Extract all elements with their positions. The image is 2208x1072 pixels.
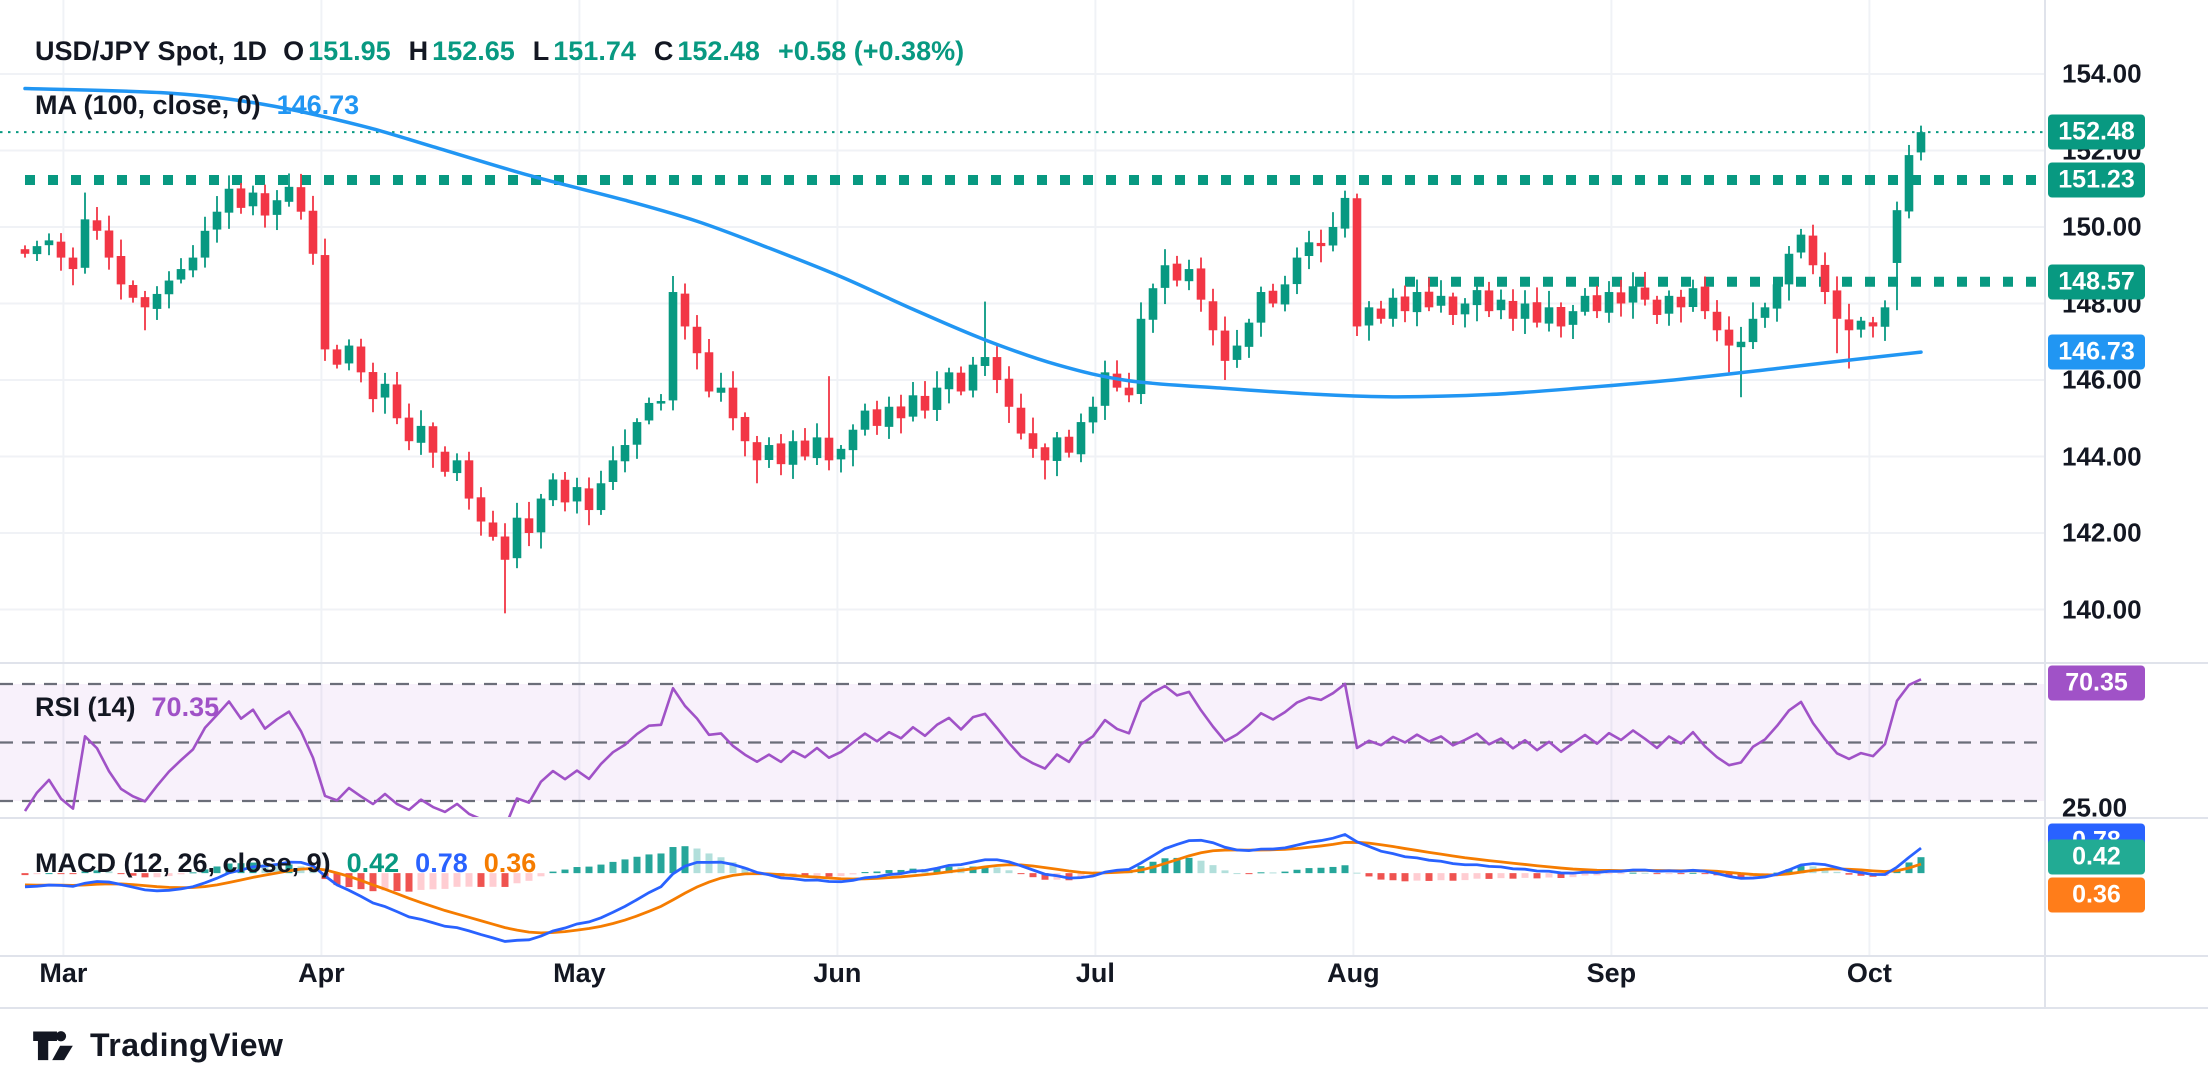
tradingview-chart-app: USD/JPY Spot, 1D O 151.95 H 152.65 L 151.74… — [0, 0, 2208, 1072]
tradingview-logo-text: TradingView — [90, 1027, 283, 1064]
price-badge-148.57: 148.57 — [2048, 264, 2145, 299]
open-value: 151.95 — [308, 36, 391, 67]
macd-legend-row: MACD (12, 26, close, 9) 0.42 0.78 0.36 — [35, 848, 536, 879]
high-value: 152.65 — [432, 36, 515, 67]
macd-study-label: MACD (12, 26, close, 9) — [35, 848, 331, 879]
candles-group — [21, 126, 1926, 614]
time-axis-label-apr: Apr — [298, 958, 345, 989]
symbol-title: USD/JPY Spot, 1D — [35, 36, 267, 67]
symbol-legend-row: USD/JPY Spot, 1D O 151.95 H 152.65 L 151.74… — [35, 36, 964, 67]
macd-signal-value: 0.36 — [484, 848, 537, 879]
high-prefix: H — [409, 36, 429, 67]
chart-canvas[interactable] — [0, 0, 2208, 1072]
rsi-axis-label-25: 25.00 — [2062, 793, 2127, 824]
low-prefix: L — [533, 36, 550, 67]
macd-badge-0.36: 0.36 — [2048, 878, 2145, 913]
macd-hist-value: 0.42 — [347, 848, 400, 879]
ma-legend-row: MA (100, close, 0) 146.73 — [35, 90, 359, 121]
tradingview-logo-icon — [30, 1022, 76, 1068]
time-axis-label-mar: Mar — [39, 958, 87, 989]
change-value: +0.58 (+0.38%) — [778, 36, 964, 67]
ma-study-value: 146.73 — [277, 90, 360, 121]
time-axis-label-sep: Sep — [1587, 958, 1637, 989]
time-axis-label-oct: Oct — [1847, 958, 1892, 989]
price-badge-151.23: 151.23 — [2048, 162, 2145, 197]
price-badge-152.48: 152.48 — [2048, 115, 2145, 150]
grid-lines — [0, 0, 2045, 956]
price-axis-label-142: 142.00 — [2062, 518, 2142, 549]
price-axis-label-154: 154.00 — [2062, 59, 2142, 90]
rsi-badge: 70.35 — [2048, 665, 2145, 700]
time-axis-label-aug: Aug — [1327, 958, 1379, 989]
price-axis-label-144: 144.00 — [2062, 441, 2142, 472]
time-axis-label-may: May — [553, 958, 606, 989]
close-value: 152.48 — [677, 36, 760, 67]
ma-study-label: MA (100, close, 0) — [35, 90, 261, 121]
rsi-legend-row: RSI (14) 70.35 — [35, 692, 219, 723]
price-axis-label-150: 150.00 — [2062, 212, 2142, 243]
low-value: 151.74 — [553, 36, 636, 67]
macd-badge-0.42: 0.42 — [2048, 840, 2145, 875]
macd-line-value: 0.78 — [415, 848, 468, 879]
close-prefix: C — [654, 36, 674, 67]
rsi-study-value: 70.35 — [152, 692, 220, 723]
price-badge-146.73: 146.73 — [2048, 335, 2145, 370]
price-axis-label-140: 140.00 — [2062, 594, 2142, 625]
level-lines — [0, 132, 2045, 282]
open-prefix: O — [283, 36, 304, 67]
time-axis-label-jun: Jun — [813, 958, 861, 989]
time-axis-label-jul: Jul — [1076, 958, 1115, 989]
rsi-study-label: RSI (14) — [35, 692, 136, 723]
tradingview-logo[interactable]: TradingView — [30, 1022, 283, 1068]
